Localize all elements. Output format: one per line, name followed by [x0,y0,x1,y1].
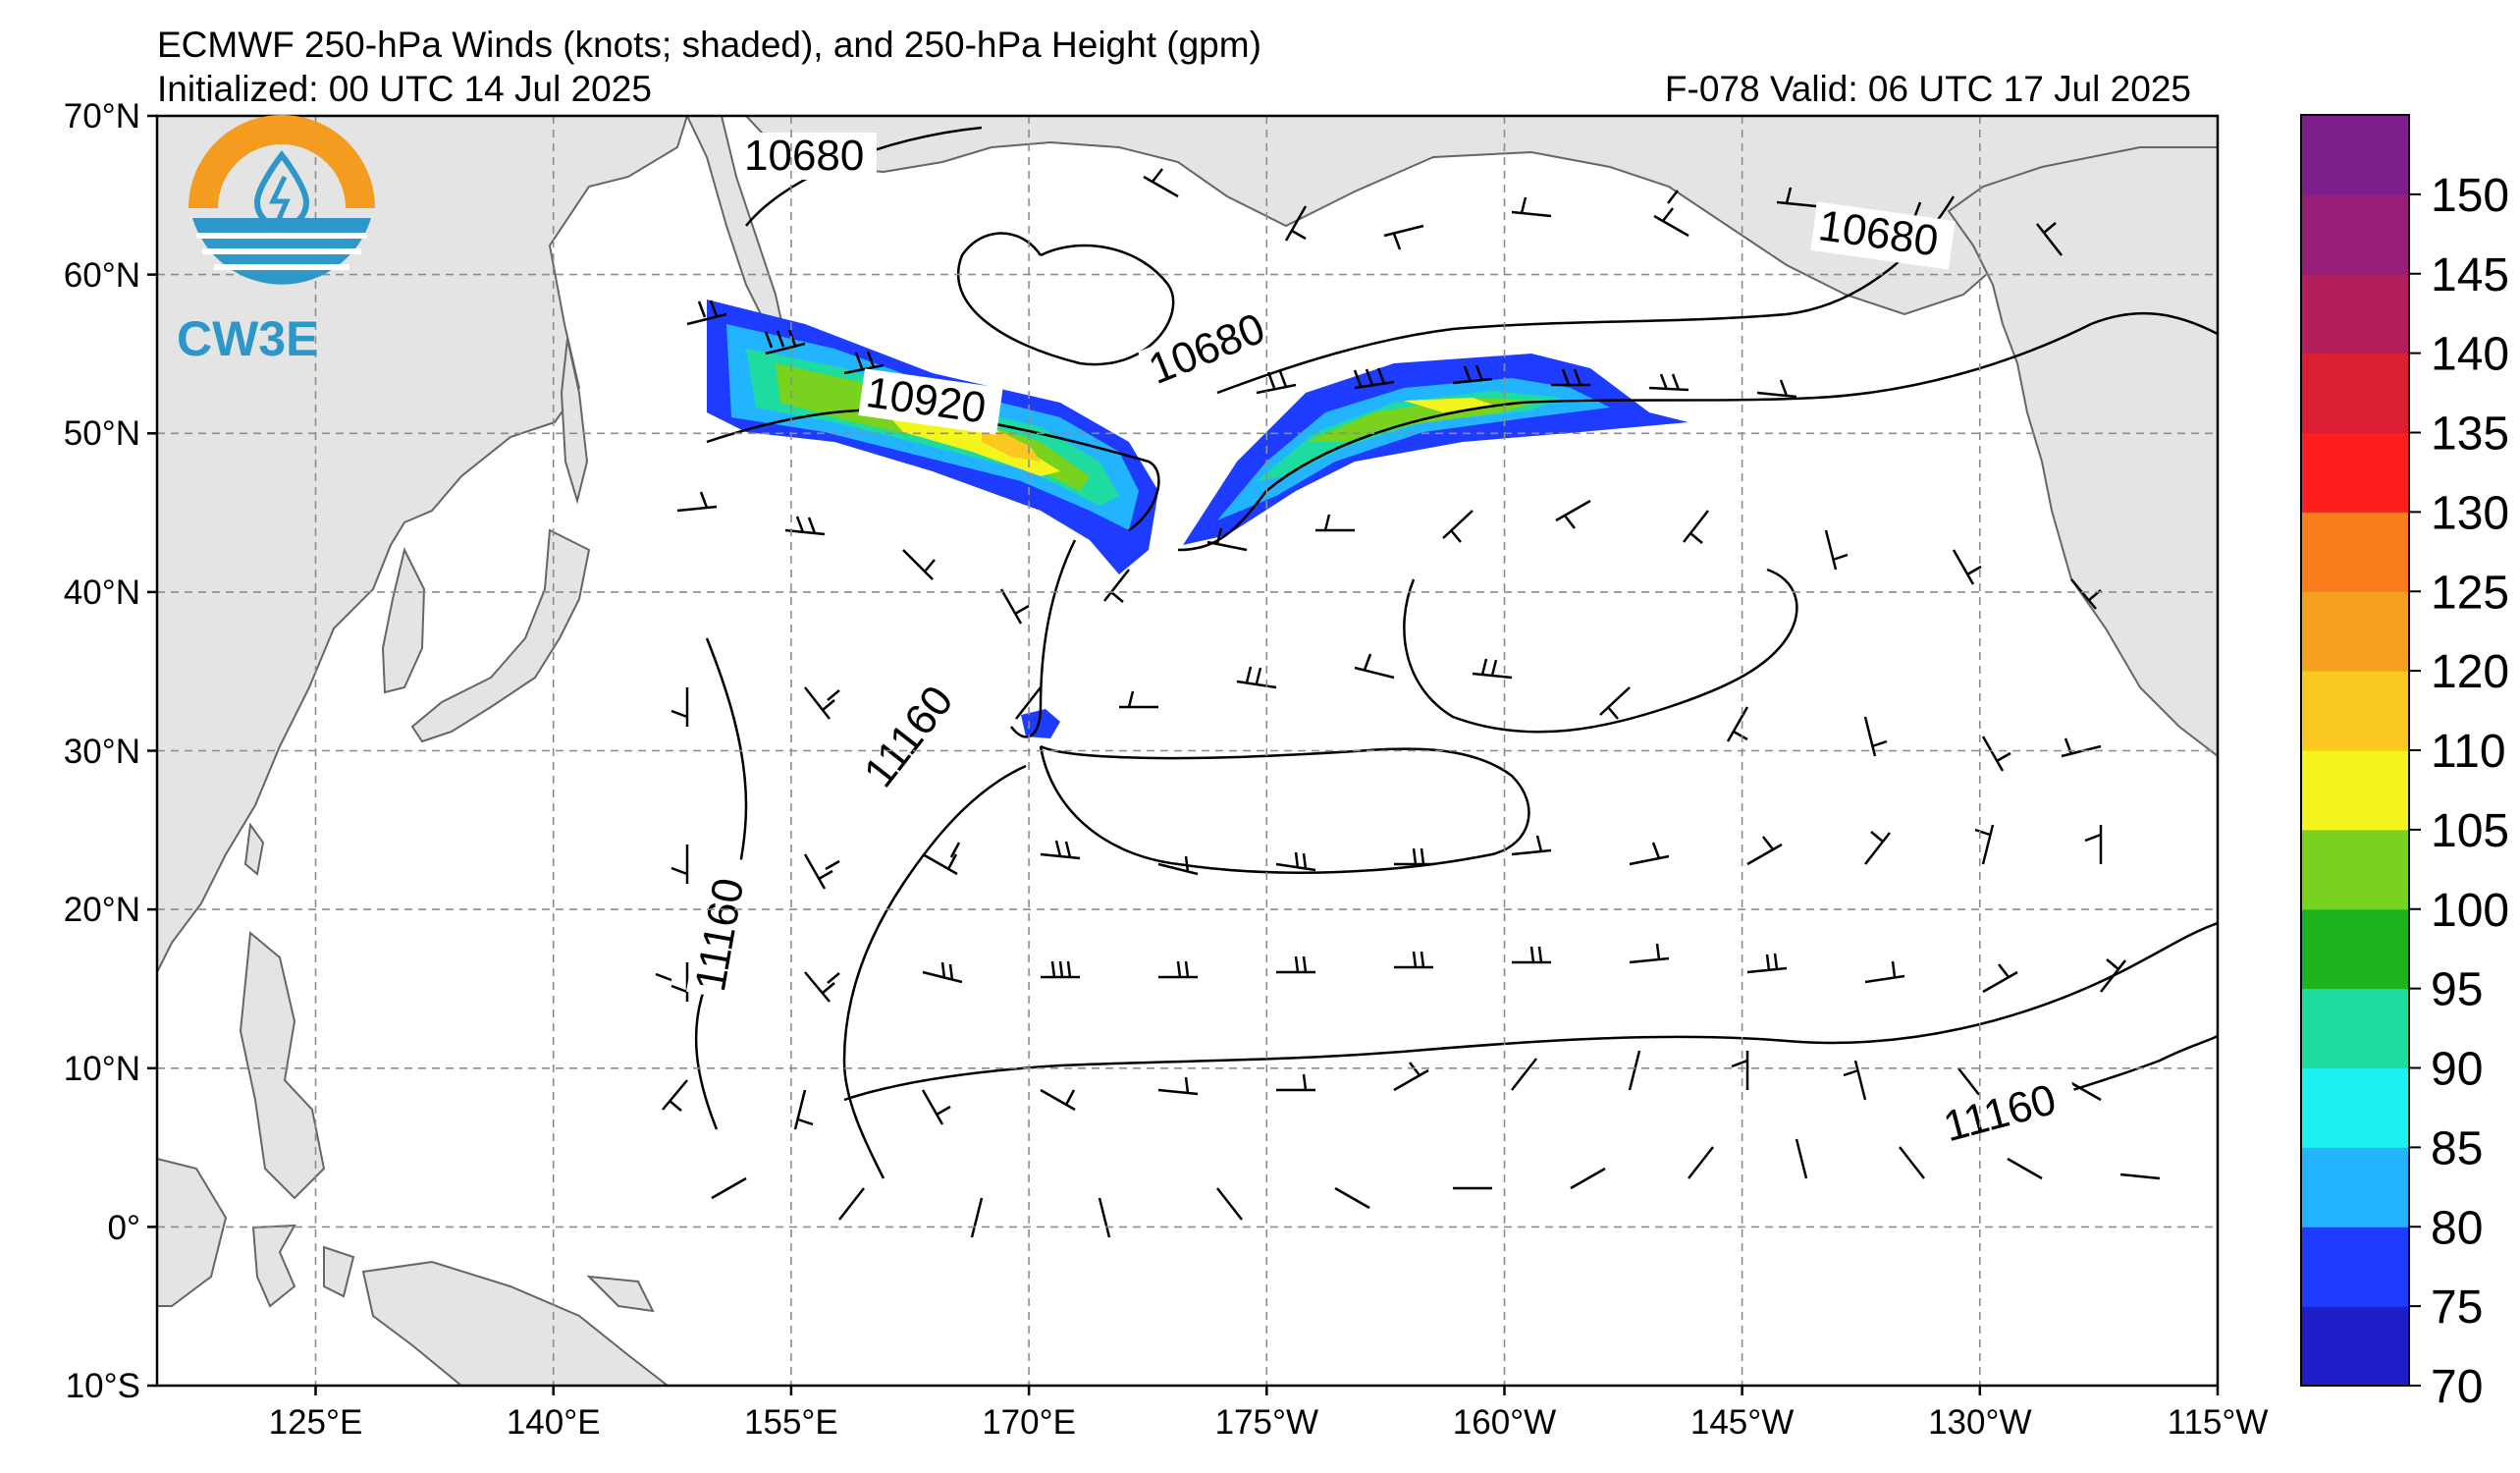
colorbar-segment [2301,512,2409,592]
cw3e-logo: CW3E [177,115,375,366]
colorbar-label: 85 [2431,1122,2483,1174]
lat-label: 50°N [64,414,140,453]
colorbar-label: 110 [2431,726,2506,778]
lon-label: 145°W [1690,1403,1794,1442]
colorbar-label: 140 [2431,329,2509,381]
colorbar-label: 70 [2431,1361,2483,1413]
land-indonesia [157,1157,228,1307]
colorbar-label: 100 [2431,885,2509,937]
colorbar-segment [2301,988,2409,1068]
colorbar-label: 75 [2431,1282,2483,1334]
colorbar-label: 120 [2431,646,2509,698]
jet-west [707,300,1158,574]
colorbar-segment [2301,1227,2409,1307]
contour-11160-inner [1039,568,1798,874]
jet-shading [707,300,1689,738]
barbs-row-2 [676,491,2102,625]
land-sulawesi [251,1224,296,1308]
lon-label: 175°W [1215,1403,1318,1442]
logo-ring [188,115,375,208]
colorbar-segment [2301,432,2409,513]
colorbar-label: 125 [2431,567,2509,619]
lat-label: 20°N [64,891,140,929]
colorbar-segment [2301,273,2409,355]
lat-label: 10°N [64,1050,140,1088]
barbs-row-7 [711,1138,2161,1238]
gridlines [157,116,2218,1386]
lon-label: 160°W [1453,1403,1556,1442]
barbs-north [1143,168,2063,256]
barbs-row-5 [655,943,2126,1003]
land-sakhalin [560,338,589,505]
droplet-icon [253,150,310,230]
colorbar-segment [2301,1147,2409,1228]
colorbar-label: 90 [2431,1044,2483,1096]
colorbar-segment [2301,353,2409,433]
land-north-america [1947,146,2218,758]
colorbar-segment [2301,908,2409,990]
colorbar-label: 95 [2431,964,2483,1016]
lat-label: 30°N [64,733,140,771]
wind-barbs [655,168,2161,1238]
colorbar-label: 145 [2431,249,2509,301]
colorbar-segment [2301,829,2409,910]
contour-label: 10680 [744,132,864,180]
lon-label: 130°W [1928,1403,2031,1442]
colorbar-segment [2301,1306,2409,1387]
colorbar-segment [2301,591,2409,672]
colorbar-segment [2301,750,2409,831]
colorbar-label: 135 [2431,409,2509,461]
lat-label: 60°N [64,256,140,295]
valid-time: F-078 Valid: 06 UTC 17 Jul 2025 [1664,69,2191,109]
lat-axis: 70°N 60°N 50°N 40°N 30°N 20°N 10°N 0° 10… [64,97,157,1405]
initialized-time: Initialized: 00 UTC 14 Jul 2025 [157,69,652,109]
land-japan [410,528,591,743]
colorbar-label: 80 [2431,1202,2483,1254]
land-bismarck [586,1275,655,1313]
lon-label: 115°W [2168,1403,2269,1442]
colorbar-label: 105 [2431,805,2509,857]
lat-label: 0° [108,1209,140,1247]
colorbar-segment [2301,193,2409,275]
lon-axis: 125°E 140°E 155°E 170°E 175°W 160°W 145°… [269,1386,2269,1442]
land-asia [157,116,689,973]
barbs-row-1 [686,300,1797,399]
land-moluccas [323,1245,355,1298]
barbs-row-4 [670,824,2103,890]
lon-label: 140°E [507,1403,601,1442]
colorbar-segment [2301,1067,2409,1148]
colorbar-segment [2301,671,2409,751]
colorbar-segment [2301,115,2409,195]
logo-text: CW3E [177,311,318,366]
land-taiwan [243,822,265,876]
colorbar-label: 130 [2431,487,2509,539]
colorbar: 70 75 80 85 90 95 100 105 110 120 125 130 135 140 145 1… [2300,114,2509,1413]
lon-label: 155°E [744,1403,838,1442]
lat-label: 10°S [66,1367,140,1405]
land-korea [381,547,426,694]
colorbar-label: 150 [2431,170,2509,222]
jet-spot [1021,709,1060,738]
map-title: ECMWF 250-hPa Winds (knots; shaded), and… [157,25,1261,65]
land-new-guinea [361,1260,670,1386]
lat-label: 40°N [64,573,140,612]
land-philippines [239,931,326,1200]
lon-label: 125°E [269,1403,363,1442]
land-layer [157,116,2218,1386]
lat-label: 70°N [64,97,140,136]
lightning-icon [269,175,291,225]
barbs-row-6 [662,1050,2102,1130]
lon-label: 170°E [982,1403,1076,1442]
